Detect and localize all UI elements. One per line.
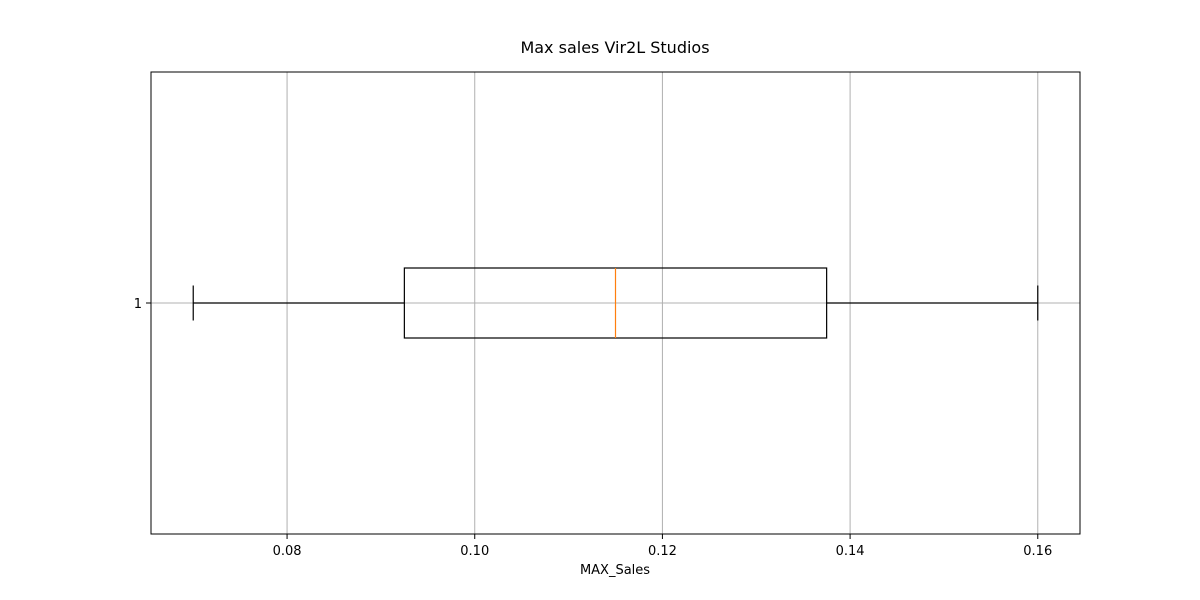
x-axis-label: MAX_Sales bbox=[580, 563, 650, 578]
x-tick-label: 0.10 bbox=[460, 544, 489, 559]
x-tick-label: 0.12 bbox=[648, 544, 677, 559]
box-plot-series bbox=[192, 267, 1039, 339]
axis-ticks: 0.08 0.10 0.12 0.14 0.16 1 bbox=[134, 297, 1053, 559]
x-tick-label: 0.16 bbox=[1023, 544, 1052, 559]
chart-title: Max sales Vir2L Studios bbox=[520, 38, 709, 57]
x-tick-label: 0.14 bbox=[836, 544, 865, 559]
x-tick-label: 0.08 bbox=[273, 544, 302, 559]
y-tick-label: 1 bbox=[134, 297, 142, 312]
